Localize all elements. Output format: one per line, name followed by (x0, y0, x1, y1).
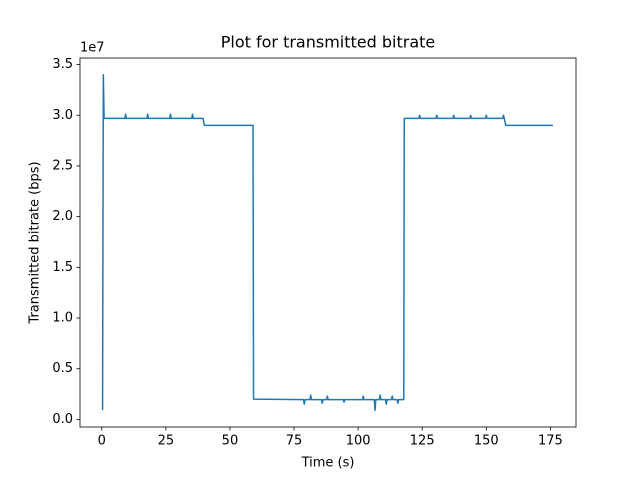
x-tick-label: 75 (286, 434, 303, 449)
chart-title: Plot for transmitted bitrate (221, 33, 436, 52)
y-tick-label: 1.5 (52, 260, 73, 275)
x-tick-label: 50 (222, 434, 239, 449)
x-tick-label: 125 (410, 434, 435, 449)
x-axis-label: Time (s) (301, 456, 355, 471)
y-tick-label: 0.5 (52, 361, 73, 376)
y-tick-label: 1.0 (52, 311, 73, 326)
y-tick-label: 3.5 (52, 57, 73, 72)
y-tick-label: 2.0 (52, 209, 73, 224)
x-tick-label: 100 (346, 434, 371, 449)
y-axis-label: Transmitted bitrate (bps) (28, 161, 43, 324)
x-tick-label: 0 (98, 434, 106, 449)
y-tick-label: 2.5 (52, 158, 73, 173)
y-offset-label: 1e7 (80, 41, 105, 56)
x-tick-label: 150 (474, 434, 499, 449)
axes-frame (79, 57, 577, 428)
y-tick-label: 3.0 (52, 108, 73, 123)
x-tick-label: 25 (158, 434, 175, 449)
data-line (101, 73, 553, 412)
y-tick-label: 0.0 (52, 412, 73, 427)
x-tick-label: 175 (538, 434, 563, 449)
